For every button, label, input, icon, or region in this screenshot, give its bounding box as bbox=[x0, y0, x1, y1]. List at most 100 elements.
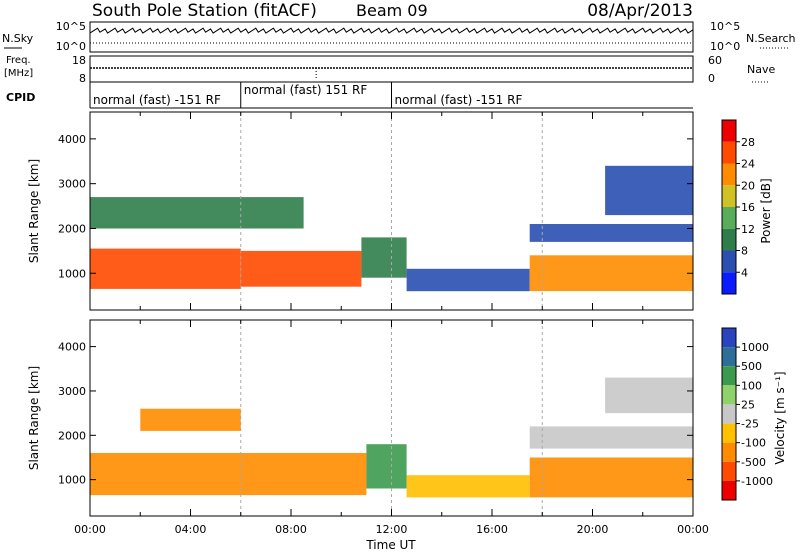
power-ylabel: Slant Range [km] bbox=[27, 159, 41, 263]
x-tick-label: 16:00 bbox=[476, 523, 508, 536]
heatmap-cell bbox=[90, 197, 304, 229]
colorbar-frame bbox=[721, 327, 737, 501]
colorbar-tick-label: -500 bbox=[741, 456, 766, 469]
x-tick-label: 00:00 bbox=[74, 523, 106, 536]
colorbar-swatch bbox=[722, 228, 736, 251]
heatmap-cell bbox=[240, 250, 362, 287]
freq-tick-bottom: 8 bbox=[79, 72, 86, 85]
nsky-tick-top: 10^5 bbox=[56, 20, 86, 33]
velocity-colorbar-label: Velocity [m s⁻¹] bbox=[773, 371, 787, 464]
colorbar-tick-label: 12 bbox=[741, 223, 755, 236]
cpid-label: CPID bbox=[6, 91, 35, 104]
colorbar-tick-label: -25 bbox=[741, 418, 759, 431]
heatmap-cell bbox=[529, 426, 693, 449]
colorbar-tick-label: 4 bbox=[741, 266, 748, 279]
power-regions bbox=[90, 112, 693, 310]
colorbar-swatch bbox=[722, 328, 736, 348]
cpid-row: normal (fast) -151 RF normal (fast) 151 R… bbox=[89, 82, 693, 109]
colorbar-tick-label: 25 bbox=[741, 398, 755, 411]
x-tick-label: 20:00 bbox=[577, 523, 609, 536]
x-tick-label: 12:00 bbox=[376, 523, 408, 536]
colorbar-tick-label: 24 bbox=[741, 158, 755, 171]
colorbar-swatch bbox=[722, 423, 736, 443]
nave-tick-bottom: 0 bbox=[708, 72, 715, 85]
velocity-colorbar: 1000 500 100 25 -25 -100 -500 -1000 bbox=[721, 327, 773, 501]
colorbar-swatch bbox=[722, 347, 736, 367]
colorbar-swatch bbox=[722, 120, 736, 142]
colorbar-swatch bbox=[722, 366, 736, 386]
power-colorbar: 4 8 12 16 20 24 28 bbox=[721, 119, 755, 295]
nave-tick-top: 60 bbox=[708, 54, 722, 67]
nsearch-label: N.Search bbox=[746, 32, 796, 45]
date-label: 08/Apr/2013 bbox=[587, 1, 693, 21]
colorbar-swatch bbox=[722, 250, 736, 273]
x-tick-label: 08:00 bbox=[275, 523, 307, 536]
colorbar-tick-label: -100 bbox=[741, 437, 766, 450]
heatmap-cell bbox=[361, 237, 407, 278]
heatmap-cell bbox=[90, 248, 241, 289]
heatmap-cell bbox=[90, 453, 367, 496]
velocity-regions bbox=[90, 320, 693, 516]
colorbar-tick-label: 28 bbox=[741, 136, 755, 149]
heatmap-cell bbox=[529, 457, 693, 498]
cpid-segment-label: normal (fast) 151 RF bbox=[244, 83, 368, 97]
heatmap-cell bbox=[605, 377, 693, 414]
colorbar-tick-label: 100 bbox=[741, 379, 762, 392]
heatmap-cell bbox=[529, 255, 693, 292]
velocity-xlabel: Time UT bbox=[365, 538, 416, 552]
cpid-segment-label: normal (fast) -151 RF bbox=[93, 93, 221, 107]
freq-tick-top: 18 bbox=[72, 54, 86, 67]
colorbar-swatch bbox=[722, 185, 736, 208]
velocity-xticks: 00:00 04:00 08:00 12:00 16:00 20:00 00:00 bbox=[74, 320, 709, 536]
station-title: South Pole Station (fitACF) bbox=[92, 1, 317, 21]
power-xticks bbox=[89, 112, 694, 310]
colorbar-swatch bbox=[722, 207, 736, 229]
x-tick-label: 04:00 bbox=[175, 523, 207, 536]
y-tick-label: 3000 bbox=[58, 385, 86, 398]
colorbar-tick-label: 20 bbox=[741, 179, 755, 192]
power-yticks: 1000 2000 3000 4000 bbox=[58, 133, 693, 280]
colorbar-swatch bbox=[722, 272, 736, 295]
colorbar-swatch bbox=[722, 404, 736, 424]
heatmap-cell bbox=[605, 165, 693, 216]
y-tick-label: 1000 bbox=[58, 474, 86, 487]
y-tick-label: 1000 bbox=[58, 267, 86, 280]
y-tick-label: 2000 bbox=[58, 222, 86, 235]
colorbar-tick-label: -1000 bbox=[741, 475, 773, 488]
nsky-label: N.Sky bbox=[2, 32, 34, 45]
y-tick-label: 3000 bbox=[58, 178, 86, 191]
nsky-trace bbox=[89, 27, 694, 44]
freq-panel-frame bbox=[89, 55, 694, 83]
colorbar-tick-label: 8 bbox=[741, 245, 748, 258]
colorbar-tick-label: 16 bbox=[741, 201, 755, 214]
freq-label: Freq. bbox=[6, 55, 31, 66]
nsky-line bbox=[89, 27, 694, 34]
power-colorbar-label: Power [dB] bbox=[759, 178, 773, 243]
x-tick-label: 00:00 bbox=[677, 523, 709, 536]
colorbar-swatch bbox=[722, 385, 736, 405]
power-panel: 1000 2000 3000 4000 Slant Range [km] 4 8 12 16… bbox=[27, 111, 773, 311]
nsearch-tick-top: 10^5 bbox=[710, 20, 740, 33]
velocity-yticks: 1000 2000 3000 4000 bbox=[58, 341, 693, 487]
nsky-panel-frame bbox=[89, 21, 694, 53]
y-tick-label: 2000 bbox=[58, 429, 86, 442]
colorbar-swatch bbox=[722, 480, 736, 500]
y-tick-label: 4000 bbox=[58, 133, 86, 146]
heatmap-cell bbox=[366, 444, 407, 489]
nsearch-tick-bottom: 10^0 bbox=[710, 40, 740, 53]
beam-label: Beam 09 bbox=[356, 1, 428, 20]
freq-unit-label: [MHz] bbox=[4, 68, 33, 79]
velocity-ylabel: Slant Range [km] bbox=[27, 366, 41, 470]
velocity-panel: 1000 2000 3000 4000 00:00 04:00 08:00 12:00 16:… bbox=[27, 319, 787, 552]
heatmap-cell bbox=[140, 408, 241, 431]
y-tick-label: 4000 bbox=[58, 341, 86, 354]
colorbar-swatch bbox=[722, 461, 736, 481]
colorbar-tick-label: 1000 bbox=[741, 341, 769, 354]
heatmap-cell bbox=[406, 268, 530, 292]
heatmap-cell bbox=[406, 475, 530, 498]
nave-label: Nave bbox=[747, 63, 775, 76]
colorbar-swatch bbox=[722, 163, 736, 186]
nsky-tick-bottom: 10^0 bbox=[56, 40, 86, 53]
colorbar-swatch bbox=[722, 442, 736, 462]
